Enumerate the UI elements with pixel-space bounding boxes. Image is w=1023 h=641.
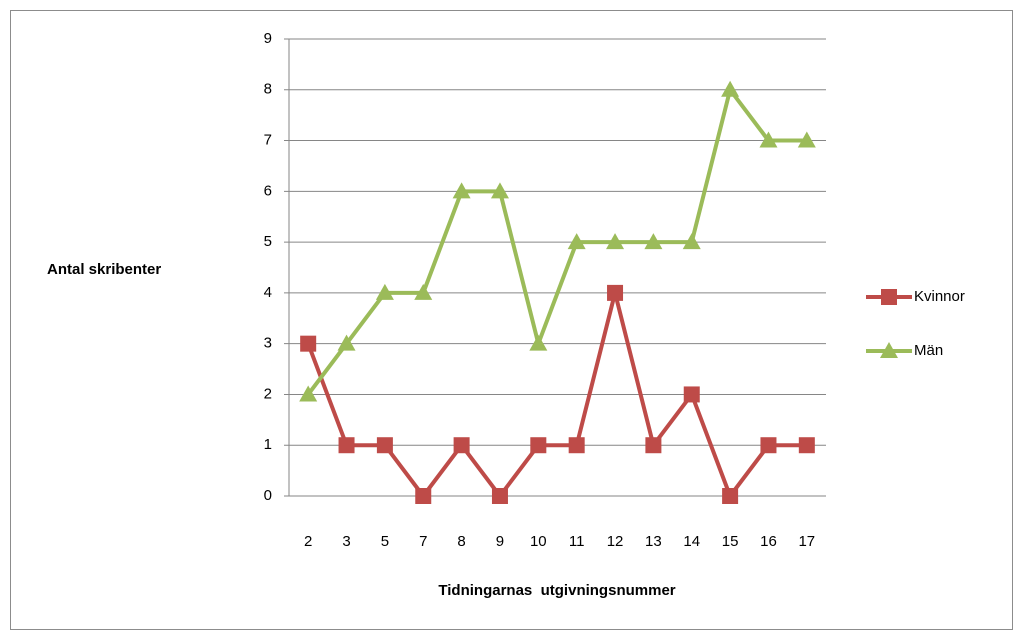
marker xyxy=(299,385,318,402)
marker xyxy=(759,131,778,148)
x-tick-label: 12 xyxy=(607,533,624,550)
marker xyxy=(881,289,897,305)
x-tick-label: 16 xyxy=(760,533,777,550)
marker xyxy=(491,488,508,504)
marker xyxy=(606,233,625,250)
x-tick-label: 5 xyxy=(381,533,389,550)
marker xyxy=(683,386,700,403)
x-tick-label: 13 xyxy=(645,533,662,550)
x-tick-label: 17 xyxy=(798,533,815,550)
y-tick-label: 8 xyxy=(264,81,272,98)
marker xyxy=(567,233,586,250)
y-tick-label: 6 xyxy=(264,182,272,199)
marker xyxy=(414,283,433,300)
x-tick-label: 7 xyxy=(419,533,427,550)
marker xyxy=(721,80,740,97)
marker xyxy=(337,334,356,351)
y-tick-label: 4 xyxy=(264,284,272,301)
y-tick-label: 3 xyxy=(264,335,272,352)
marker xyxy=(568,437,585,454)
y-axis-title: Antal skribenter xyxy=(47,261,161,278)
marker xyxy=(375,283,394,300)
marker xyxy=(338,437,355,454)
x-tick-label: 10 xyxy=(530,533,547,550)
y-tick-label: 1 xyxy=(264,436,272,453)
legend-label: Män xyxy=(914,342,943,359)
marker xyxy=(797,131,816,148)
y-tick-label: 0 xyxy=(264,487,272,504)
y-tick-label: 2 xyxy=(264,385,272,402)
x-tick-label: 14 xyxy=(683,533,700,550)
series-line xyxy=(306,290,807,498)
marker xyxy=(607,284,624,301)
marker xyxy=(798,437,815,454)
marker xyxy=(644,233,663,250)
y-tick-label: 5 xyxy=(264,233,272,250)
marker xyxy=(490,182,509,199)
x-tick-label: 9 xyxy=(496,533,504,550)
marker xyxy=(530,437,547,454)
x-tick-label: 11 xyxy=(569,533,585,550)
marker xyxy=(376,437,393,454)
x-tick-label: 8 xyxy=(457,533,465,550)
marker xyxy=(529,334,548,351)
marker xyxy=(415,488,432,504)
y-tick-label: 9 xyxy=(264,30,272,47)
marker xyxy=(722,488,739,504)
x-tick-label: 3 xyxy=(342,533,350,550)
marker xyxy=(453,437,470,454)
marker xyxy=(452,182,471,199)
x-tick-label: 2 xyxy=(304,533,312,550)
series-line xyxy=(306,87,807,396)
marker xyxy=(682,233,701,250)
x-tick-label: 15 xyxy=(722,533,739,550)
x-axis-title: Tidningarnas utgivningsnummer xyxy=(438,582,675,599)
marker xyxy=(760,437,777,454)
chart-border xyxy=(10,10,1013,630)
marker xyxy=(880,342,898,358)
y-tick-label: 7 xyxy=(264,132,272,149)
legend-label: Kvinnor xyxy=(914,288,965,305)
marker xyxy=(300,335,317,352)
marker xyxy=(645,437,662,454)
